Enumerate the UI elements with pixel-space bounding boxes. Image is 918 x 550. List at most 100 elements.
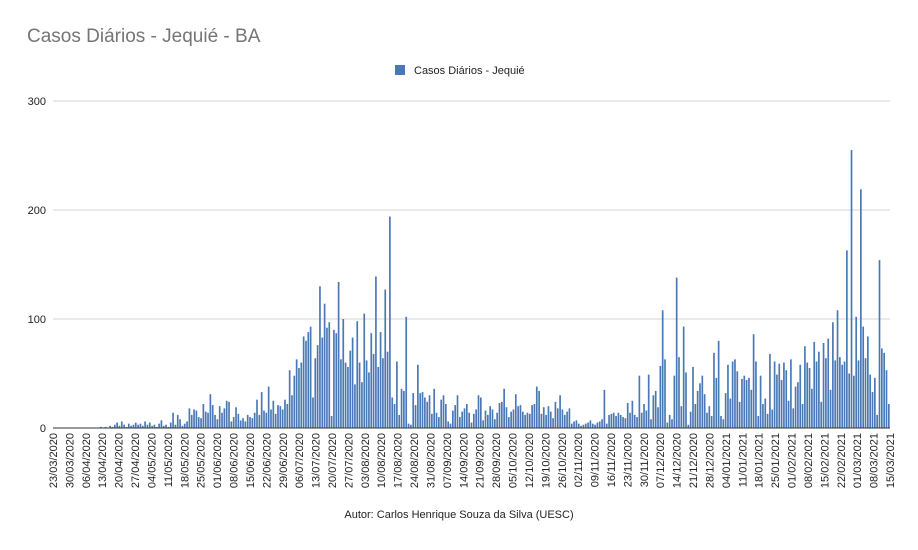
bar — [498, 402, 501, 428]
bar — [624, 418, 627, 428]
bar — [188, 408, 191, 428]
bar — [389, 216, 391, 428]
bar — [552, 418, 554, 428]
bar — [741, 378, 743, 428]
bar — [559, 395, 561, 428]
bar — [687, 424, 690, 428]
bar — [228, 401, 230, 428]
x-tick-label: 22/06/2020 — [261, 433, 273, 488]
x-tick-label: 15/06/2020 — [245, 433, 257, 488]
bar — [785, 370, 788, 428]
bar — [472, 413, 475, 428]
bar — [256, 399, 258, 428]
bar — [435, 412, 438, 428]
bar — [664, 359, 666, 428]
bar — [344, 362, 347, 428]
x-tick-label: 14/09/2020 — [458, 433, 470, 488]
bar — [874, 377, 876, 428]
bar — [463, 408, 466, 428]
bar — [216, 419, 219, 428]
bar — [864, 358, 867, 428]
y-tick-label: 300 — [28, 96, 46, 108]
bar — [496, 412, 498, 428]
bar — [403, 390, 405, 428]
bar — [130, 425, 132, 428]
bar — [421, 392, 424, 428]
bar — [615, 416, 617, 428]
bar — [853, 375, 855, 428]
bar — [491, 409, 494, 428]
bar — [570, 423, 573, 428]
bar — [563, 414, 566, 428]
bar — [736, 371, 739, 428]
bar — [631, 400, 634, 428]
bar — [867, 336, 869, 428]
bar — [862, 326, 865, 428]
bar — [363, 313, 366, 428]
bar — [587, 422, 589, 428]
x-tick-label: 13/04/2020 — [97, 433, 109, 488]
bar — [475, 409, 477, 428]
bar — [701, 375, 704, 428]
bar — [204, 411, 207, 428]
bar — [657, 407, 659, 428]
bar — [489, 406, 491, 428]
bar — [528, 413, 531, 428]
bar — [549, 411, 552, 428]
bar — [710, 416, 713, 428]
bar — [540, 413, 543, 428]
bar — [267, 386, 270, 428]
x-tick-label: 15/03/2021 — [885, 433, 897, 488]
x-tick-label: 04/05/2020 — [146, 433, 158, 488]
bar — [778, 363, 781, 428]
bar — [685, 372, 687, 428]
bar — [139, 423, 142, 428]
bar — [748, 377, 750, 428]
bar — [340, 359, 342, 428]
bar — [400, 388, 403, 428]
bar — [580, 425, 582, 428]
x-tick-label: 01/03/2021 — [852, 433, 864, 488]
x-tick-label: 11/05/2020 — [163, 433, 175, 487]
bar — [813, 341, 816, 428]
bar — [214, 414, 216, 428]
bar — [860, 189, 862, 428]
x-tick-label: 28/12/2020 — [704, 433, 716, 488]
bar — [743, 375, 746, 428]
bar — [538, 390, 540, 428]
bar — [186, 421, 188, 428]
bar — [452, 410, 454, 428]
bar — [288, 370, 291, 428]
bar — [277, 405, 279, 428]
bar — [766, 413, 769, 428]
bar — [512, 409, 515, 428]
bar — [885, 370, 888, 428]
bar — [286, 404, 289, 428]
bar-series — [99, 150, 890, 429]
bar — [696, 390, 699, 428]
x-tick-label: 05/10/2020 — [508, 433, 520, 488]
bar — [797, 382, 799, 428]
y-tick-label: 0 — [40, 423, 46, 435]
x-tick-label: 12/10/2020 — [524, 433, 536, 488]
bar — [412, 393, 415, 428]
x-tick-label: 19/10/2020 — [540, 433, 552, 488]
bar — [783, 362, 785, 428]
bar — [829, 389, 832, 428]
bar — [507, 417, 510, 428]
bar — [162, 425, 165, 428]
bar — [526, 412, 529, 428]
bar — [221, 412, 223, 428]
x-tick-label: 30/11/2020 — [639, 433, 651, 487]
bar — [790, 359, 792, 428]
bar — [542, 407, 545, 428]
bar — [869, 374, 872, 428]
x-tick-label: 07/09/2020 — [442, 433, 454, 488]
bar — [486, 414, 489, 428]
bar — [708, 406, 711, 428]
bar — [556, 408, 559, 428]
bar — [731, 361, 734, 428]
bar — [209, 394, 212, 428]
bar — [568, 408, 571, 428]
bar — [291, 395, 293, 428]
